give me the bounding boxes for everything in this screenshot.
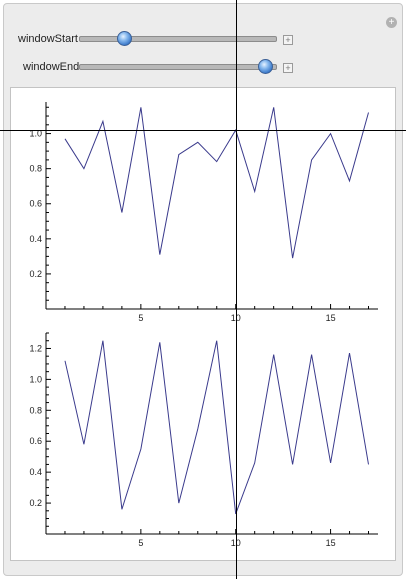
chart1-x-tick-label: 15 xyxy=(326,313,336,323)
chart2-series-line xyxy=(64,340,369,515)
window-start-slider-thumb[interactable] xyxy=(117,31,133,46)
window-end-label: windowEnd xyxy=(23,61,80,73)
window-end-slider-thumb[interactable] xyxy=(258,59,274,74)
plots-svg: 5 10 15 0.2 0.4 0.6 0.8 1.0 5 10 15 0.2 0.4 0.6 0.8 1.0… xyxy=(29,102,378,548)
window-start-slider-track[interactable] xyxy=(79,36,277,42)
chart2-y-tick-label: 0.8 xyxy=(29,405,42,415)
chart2-y-tick-label: 1.0 xyxy=(29,374,42,384)
chart2-y-tick-label: 0.6 xyxy=(29,436,42,446)
window-start-expand-icon[interactable]: + xyxy=(283,35,293,45)
chart1-y-tick-label: 0.8 xyxy=(29,164,42,174)
chart1-y-tick-label: 0.2 xyxy=(29,269,42,279)
chart1-x-tick-label: 10 xyxy=(231,313,241,323)
window-end-slider-track[interactable] xyxy=(79,64,277,70)
chart2-x-tick-label: 10 xyxy=(231,538,241,548)
chart2-y-tick-label: 0.4 xyxy=(29,467,42,477)
plot-area: 5 10 15 0.2 0.4 0.6 0.8 1.0 5 10 15 0.2 0.4 0.6 0.8 1.0… xyxy=(10,87,396,561)
chart2-x-tick-label: 15 xyxy=(326,538,336,548)
chart2-y-tick-label: 0.2 xyxy=(29,498,42,508)
crosshair-horizontal xyxy=(0,130,406,131)
close-icon[interactable]: + xyxy=(386,17,397,28)
chart1-series-line xyxy=(64,107,369,259)
window-start-label: windowStart xyxy=(18,33,78,45)
crosshair-vertical xyxy=(236,0,237,579)
chart1-y-tick-label: 0.6 xyxy=(29,199,42,209)
chart2-x-tick-label: 5 xyxy=(138,538,143,548)
chart1-y-tick-label: 0.4 xyxy=(29,234,42,244)
chart2-y-tick-label: 1.2 xyxy=(29,343,42,353)
chart1-y-tick-label: 1.0 xyxy=(29,129,42,139)
window-end-expand-icon[interactable]: + xyxy=(283,63,293,73)
chart1-x-tick-label: 5 xyxy=(138,313,143,323)
